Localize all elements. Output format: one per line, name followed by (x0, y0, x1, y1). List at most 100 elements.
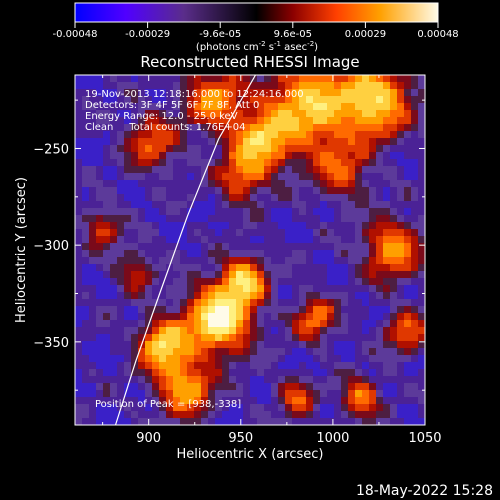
heatmap-cell (166, 292, 174, 300)
heatmap-cell (369, 96, 377, 104)
heatmap-cell (187, 89, 195, 97)
heatmap-cell (173, 250, 181, 258)
heatmap-cell (285, 201, 293, 209)
heatmap-cell (166, 222, 174, 230)
heatmap-cell (376, 306, 384, 314)
heatmap-cell (362, 138, 370, 146)
heatmap-cell (89, 292, 97, 300)
heatmap-cell (264, 152, 272, 160)
heatmap-cell (82, 292, 90, 300)
heatmap-cell (341, 180, 349, 188)
heatmap-cell (103, 152, 111, 160)
heatmap-cell (208, 313, 216, 321)
heatmap-cell (75, 194, 83, 202)
heatmap-cell (376, 390, 384, 398)
heatmap-cell (250, 327, 258, 335)
heatmap-cell (250, 306, 258, 314)
heatmap-cell (194, 411, 202, 419)
heatmap-cell (103, 236, 111, 244)
heatmap-cell (117, 278, 125, 286)
heatmap-cell (250, 404, 258, 412)
heatmap-cell (390, 131, 398, 139)
heatmap-cell (306, 348, 314, 356)
heatmap-cell (327, 89, 335, 97)
heatmap-cell (313, 327, 321, 335)
heatmap-cell (250, 166, 258, 174)
heatmap-cell (75, 313, 83, 321)
heatmap-cell (243, 75, 251, 83)
heatmap-cell (187, 131, 195, 139)
heatmap-cell (229, 418, 237, 426)
heatmap-cell (173, 96, 181, 104)
heatmap-cell (201, 369, 209, 377)
heatmap-cell (82, 180, 90, 188)
heatmap-cell (306, 327, 314, 335)
heatmap-cell (201, 264, 209, 272)
heatmap-cell (110, 96, 118, 104)
heatmap-cell (313, 418, 321, 426)
heatmap-cell (250, 194, 258, 202)
heatmap-cell (131, 348, 139, 356)
heatmap-cell (187, 376, 195, 384)
heatmap-cell (103, 271, 111, 279)
heatmap-cell (250, 264, 258, 272)
heatmap-cell (257, 348, 265, 356)
heatmap-cell (376, 341, 384, 349)
heatmap-cell (376, 292, 384, 300)
heatmap-cell (299, 306, 307, 314)
heatmap-cell (271, 250, 279, 258)
heatmap-cell (117, 82, 125, 90)
heatmap-cell (320, 103, 328, 111)
heatmap-cell (348, 215, 356, 223)
heatmap-cell (117, 187, 125, 195)
heatmap-cell (152, 327, 160, 335)
heatmap-cell (264, 320, 272, 328)
heatmap-cell (117, 201, 125, 209)
heatmap-cell (299, 390, 307, 398)
heatmap-cell (117, 341, 125, 349)
heatmap-cell (222, 75, 230, 83)
heatmap-cell (299, 96, 307, 104)
heatmap-cell (376, 103, 384, 111)
heatmap-cell (201, 96, 209, 104)
heatmap-cell (404, 117, 412, 125)
heatmap-cell (215, 404, 223, 412)
heatmap-cell (159, 362, 167, 370)
heatmap-cell (264, 278, 272, 286)
heatmap-cell (236, 334, 244, 342)
heatmap-cell (397, 411, 405, 419)
heatmap-cell (341, 201, 349, 209)
heatmap-cell (89, 152, 97, 160)
heatmap-cell (89, 131, 97, 139)
colorbar-tick-label: -9.6e-05 (199, 29, 241, 40)
heatmap-cell (327, 222, 335, 230)
heatmap-cell (173, 313, 181, 321)
heatmap-cell (180, 292, 188, 300)
heatmap-cell (355, 89, 363, 97)
heatmap-cell (285, 334, 293, 342)
heatmap-cell (285, 124, 293, 132)
heatmap-cell (166, 159, 174, 167)
info-line-time: 19-Nov-2013 12:18:16.000 to 12:24:16.000 (85, 89, 304, 100)
heatmap-cell (411, 96, 419, 104)
heatmap-cell (397, 264, 405, 272)
heatmap-cell (313, 208, 321, 216)
heatmap-cell (145, 152, 153, 160)
heatmap-cell (257, 96, 265, 104)
heatmap-cell (75, 152, 83, 160)
heatmap-cell (110, 334, 118, 342)
heatmap-cell (299, 292, 307, 300)
heatmap-cell (341, 75, 349, 83)
heatmap-cell (264, 124, 272, 132)
heatmap-cell (75, 243, 83, 251)
heatmap-cell (110, 250, 118, 258)
heatmap-cell (327, 313, 335, 321)
heatmap-cell (376, 320, 384, 328)
heatmap-cell (348, 131, 356, 139)
heatmap-cell (236, 355, 244, 363)
heatmap-cell (334, 82, 342, 90)
heatmap-cell (131, 229, 139, 237)
heatmap-cell (187, 222, 195, 230)
heatmap-cell (110, 159, 118, 167)
heatmap-cell (215, 348, 223, 356)
